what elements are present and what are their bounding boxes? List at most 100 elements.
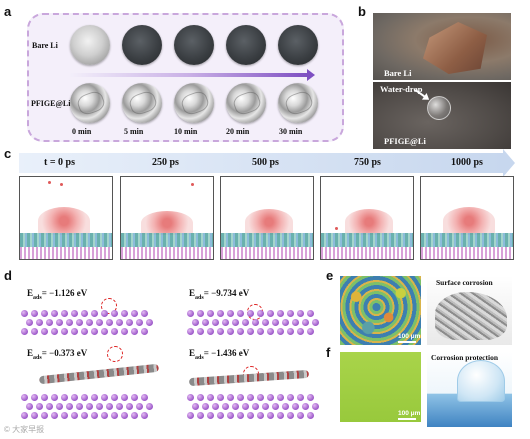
li-substrate bbox=[321, 247, 413, 259]
li-substrate bbox=[221, 247, 313, 259]
li-atom bbox=[252, 319, 259, 326]
md-snapshot-0ps bbox=[19, 176, 113, 260]
li-atom bbox=[282, 403, 289, 410]
li-atom bbox=[121, 412, 128, 419]
li-substrate bbox=[20, 247, 112, 259]
li-atom bbox=[36, 403, 43, 410]
li-atom bbox=[136, 403, 143, 410]
li-atom bbox=[71, 412, 78, 419]
li-atom bbox=[247, 412, 254, 419]
md-time-250: 250 ps bbox=[152, 157, 179, 168]
li-atom bbox=[187, 412, 194, 419]
li-atom bbox=[46, 403, 53, 410]
li-atom bbox=[61, 412, 68, 419]
li-atom bbox=[192, 403, 199, 410]
md-time-500: 500 ps bbox=[252, 157, 279, 168]
li-atom bbox=[257, 310, 264, 317]
scale-bar bbox=[398, 418, 416, 420]
md-time-750: 750 ps bbox=[354, 157, 381, 168]
li-atom bbox=[126, 403, 133, 410]
li-atom bbox=[197, 328, 204, 335]
interphase-layer bbox=[121, 233, 213, 247]
interphase-layer bbox=[20, 233, 112, 247]
li-atom bbox=[207, 310, 214, 317]
bare-li-coin-30min bbox=[278, 25, 318, 65]
li-atom bbox=[217, 328, 224, 335]
li-atom bbox=[262, 319, 269, 326]
li-atom bbox=[31, 310, 38, 317]
scale-bar-label: 100 μm bbox=[398, 333, 421, 340]
corroded-surface-render bbox=[435, 292, 507, 340]
li-atom bbox=[237, 394, 244, 401]
row-label-pfige-li: PFIGE@Li bbox=[31, 99, 71, 108]
li-atom bbox=[282, 319, 289, 326]
md-snapshot-1000ps bbox=[420, 176, 514, 260]
md-time-arrow bbox=[19, 149, 515, 177]
li-atom bbox=[287, 394, 294, 401]
li-atom bbox=[307, 412, 314, 419]
li-atom bbox=[146, 403, 153, 410]
li-atom bbox=[21, 394, 28, 401]
li-atom bbox=[237, 328, 244, 335]
li-atom bbox=[111, 328, 118, 335]
pfige-li-coin-5min bbox=[122, 83, 162, 123]
li-atom bbox=[232, 403, 239, 410]
li-atom bbox=[81, 310, 88, 317]
li-atom bbox=[21, 328, 28, 335]
li-atom bbox=[207, 412, 214, 419]
li-atom bbox=[257, 328, 264, 335]
bare-li-coin-10min bbox=[174, 25, 214, 65]
li-atom bbox=[66, 319, 73, 326]
scale-bar-label: 100 μm bbox=[398, 410, 421, 417]
adsorption-energy-1: Eads= −1.126 eV bbox=[27, 288, 88, 301]
li-atom bbox=[86, 319, 93, 326]
li-atom bbox=[36, 319, 43, 326]
li-atom bbox=[71, 328, 78, 335]
water-cluster bbox=[141, 211, 193, 235]
md-time-0: t = 0 ps bbox=[44, 157, 75, 168]
li-atom bbox=[287, 412, 294, 419]
adsorption-models: Eads= −1.126 eV Eads= −9.734 eV Eads= −0… bbox=[19, 282, 319, 430]
water-cluster bbox=[245, 209, 293, 235]
li-atom bbox=[101, 310, 108, 317]
li-atom bbox=[81, 394, 88, 401]
li-atom bbox=[56, 403, 63, 410]
li-atom bbox=[141, 394, 148, 401]
bare-li-coin-5min bbox=[122, 25, 162, 65]
water-cluster bbox=[443, 207, 495, 235]
li-atom bbox=[41, 328, 48, 335]
time-label-10: 10 min bbox=[174, 127, 198, 136]
li-atom bbox=[247, 310, 254, 317]
li-atom bbox=[61, 394, 68, 401]
li-atom bbox=[41, 412, 48, 419]
li-atom bbox=[91, 328, 98, 335]
li-atom bbox=[71, 310, 78, 317]
li-atom bbox=[111, 310, 118, 317]
md-snapshot-750ps bbox=[320, 176, 414, 260]
li-atom bbox=[31, 412, 38, 419]
li-atom bbox=[76, 403, 83, 410]
li-atom bbox=[297, 328, 304, 335]
pfige-li-coin-0min bbox=[70, 83, 110, 123]
li-atom bbox=[307, 394, 314, 401]
li-atom bbox=[101, 412, 108, 419]
li-atom bbox=[302, 319, 309, 326]
li-atom bbox=[187, 310, 194, 317]
li-atom bbox=[91, 412, 98, 419]
li-atom bbox=[237, 412, 244, 419]
water-cluster bbox=[38, 207, 90, 235]
water-drop bbox=[427, 96, 451, 120]
li-atom bbox=[71, 394, 78, 401]
li-atom bbox=[131, 412, 138, 419]
li-atom bbox=[222, 403, 229, 410]
time-label-20: 20 min bbox=[226, 127, 250, 136]
md-snapshot-250ps bbox=[120, 176, 214, 260]
stray-molecule bbox=[191, 183, 194, 186]
li-atom bbox=[297, 394, 304, 401]
li-atom bbox=[267, 328, 274, 335]
bare-li-photo-label: Bare Li bbox=[384, 68, 412, 78]
panel-e-label: e bbox=[326, 268, 334, 283]
li-atom bbox=[111, 394, 118, 401]
li-atom bbox=[136, 319, 143, 326]
li-atom bbox=[21, 310, 28, 317]
